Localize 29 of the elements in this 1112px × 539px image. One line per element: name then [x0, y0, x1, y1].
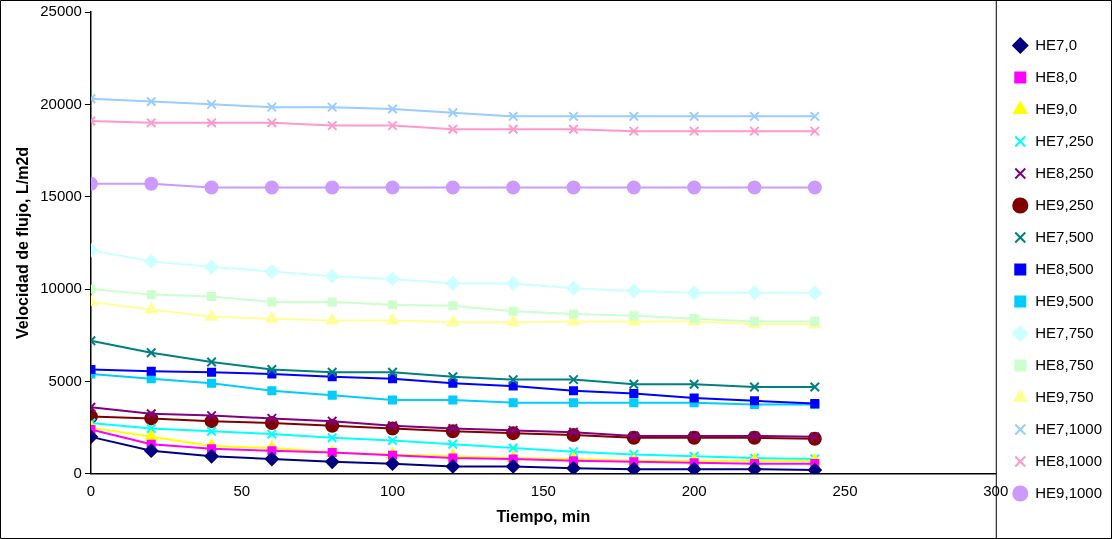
legend-label: HE7,750 [1035, 323, 1094, 341]
y-tick-label: 0 [73, 463, 82, 481]
legend-label: HE9,250 [1035, 195, 1094, 213]
legend-label: HE7,0 [1035, 35, 1077, 53]
legend-label: HE8,0 [1035, 67, 1077, 85]
y-tick-label: 25000 [40, 2, 82, 20]
x-axis-title: Tiempo, min [496, 507, 591, 525]
legend-label: HE9,750 [1035, 387, 1094, 405]
legend-label: HE8,750 [1035, 355, 1094, 373]
legend-label: HE7,500 [1035, 227, 1094, 245]
x-tick-label: 0 [86, 481, 96, 499]
legend-label: HE9,1000 [1035, 483, 1102, 501]
x-tick-label: 50 [233, 481, 251, 499]
y-tick-label: 10000 [40, 279, 82, 297]
legend-label: HE9,0 [1035, 99, 1077, 117]
legend-label: HE9,500 [1035, 291, 1094, 309]
x-tick-label: 100 [380, 481, 406, 499]
y-tick-label: 15000 [40, 186, 82, 204]
legend-label: HE7,1000 [1035, 419, 1102, 437]
x-tick-label: 250 [832, 481, 858, 499]
legend-label: HE7,250 [1035, 131, 1094, 149]
y-tick-label: 5000 [48, 371, 82, 389]
y-tick-label: 20000 [40, 94, 82, 112]
y-axis-title: Velocidad de flujo, L/m2d [14, 146, 32, 339]
legend-label: HE8,1000 [1035, 451, 1102, 469]
x-tick-label: 200 [681, 481, 707, 499]
legend-label: HE8,500 [1035, 259, 1094, 277]
legend-label: HE8,250 [1035, 163, 1094, 181]
x-tick-label: 150 [530, 481, 556, 499]
